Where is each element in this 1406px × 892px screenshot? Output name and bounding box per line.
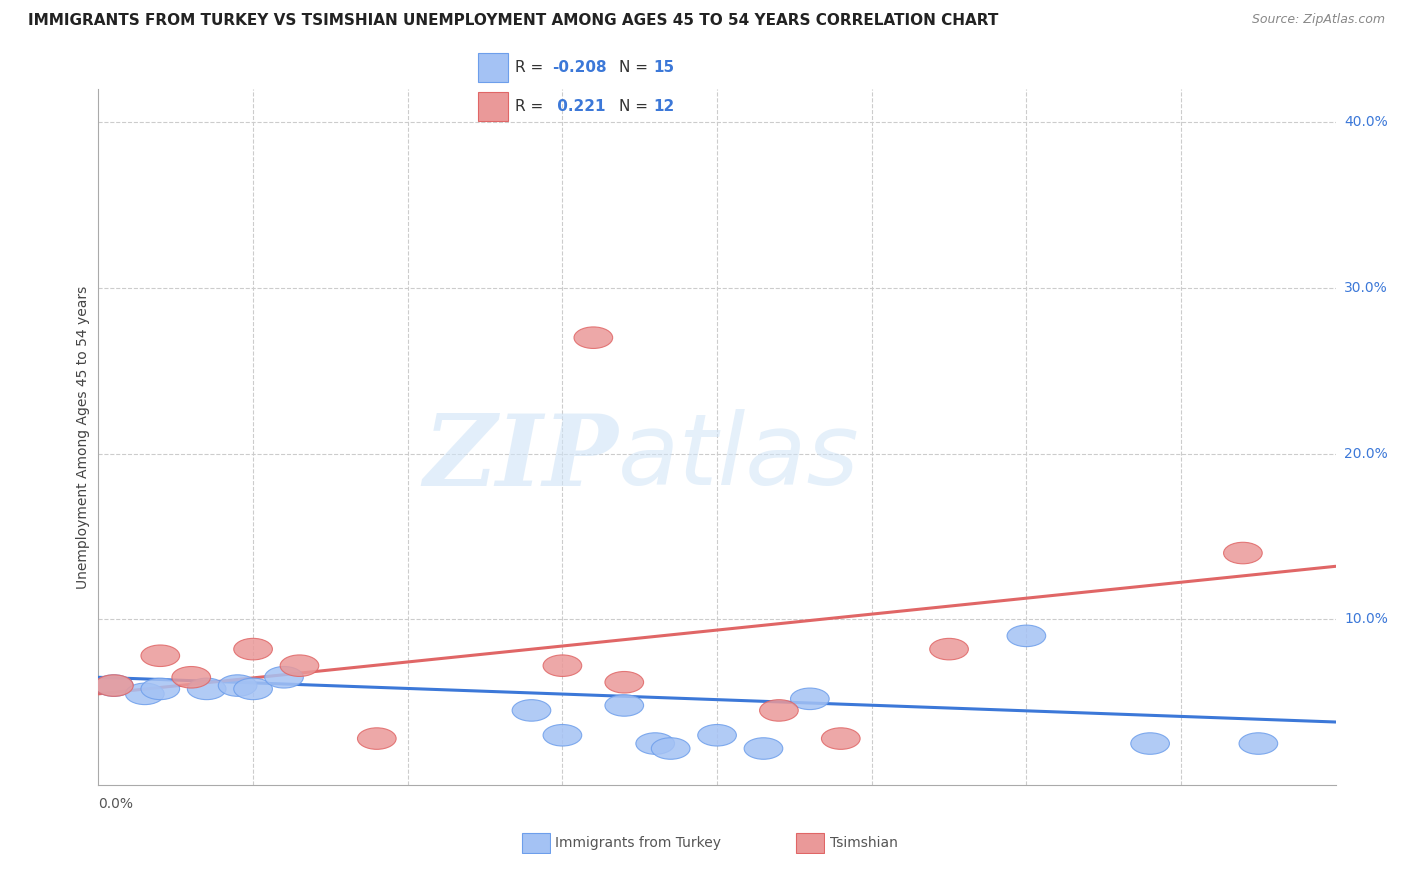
Ellipse shape [264,666,304,688]
Text: Immigrants from Turkey: Immigrants from Turkey [555,836,721,850]
Ellipse shape [1007,625,1046,647]
Ellipse shape [929,639,969,660]
Ellipse shape [357,728,396,749]
Text: N =: N = [619,99,652,114]
Ellipse shape [543,724,582,746]
FancyBboxPatch shape [796,833,824,853]
Text: 10.0%: 10.0% [1344,612,1388,626]
Ellipse shape [1239,733,1278,755]
Ellipse shape [636,733,675,755]
Ellipse shape [1130,733,1170,755]
Text: ZIP: ZIP [423,409,619,506]
Text: -0.208: -0.208 [553,60,607,75]
Ellipse shape [125,683,165,705]
Ellipse shape [697,724,737,746]
Text: N =: N = [619,60,652,75]
Ellipse shape [790,688,830,710]
Text: 0.221: 0.221 [553,99,606,114]
Ellipse shape [233,639,273,660]
Ellipse shape [574,326,613,349]
Text: 40.0%: 40.0% [1344,115,1388,129]
Ellipse shape [821,728,860,749]
FancyBboxPatch shape [478,54,508,82]
Ellipse shape [512,699,551,721]
FancyBboxPatch shape [478,92,508,120]
Text: R =: R = [516,60,548,75]
Ellipse shape [94,674,134,697]
Text: atlas: atlas [619,409,859,507]
Ellipse shape [187,678,226,699]
Ellipse shape [543,655,582,676]
Ellipse shape [218,674,257,697]
Ellipse shape [141,678,180,699]
Ellipse shape [605,695,644,716]
Text: Source: ZipAtlas.com: Source: ZipAtlas.com [1251,13,1385,27]
Ellipse shape [141,645,180,666]
Text: R =: R = [516,99,548,114]
Ellipse shape [94,674,134,697]
Ellipse shape [759,699,799,721]
Ellipse shape [605,672,644,693]
Text: IMMIGRANTS FROM TURKEY VS TSIMSHIAN UNEMPLOYMENT AMONG AGES 45 TO 54 YEARS CORRE: IMMIGRANTS FROM TURKEY VS TSIMSHIAN UNEM… [28,13,998,29]
Ellipse shape [744,738,783,759]
Text: 0.0%: 0.0% [98,797,134,812]
Text: 15: 15 [652,60,675,75]
Text: Tsimshian: Tsimshian [830,836,897,850]
Ellipse shape [1223,542,1263,564]
Text: 12: 12 [652,99,675,114]
Text: 20.0%: 20.0% [1344,447,1388,460]
Ellipse shape [651,738,690,759]
Ellipse shape [280,655,319,676]
Ellipse shape [233,678,273,699]
FancyBboxPatch shape [522,833,550,853]
Ellipse shape [172,666,211,688]
Y-axis label: Unemployment Among Ages 45 to 54 years: Unemployment Among Ages 45 to 54 years [76,285,90,589]
Text: 30.0%: 30.0% [1344,281,1388,295]
